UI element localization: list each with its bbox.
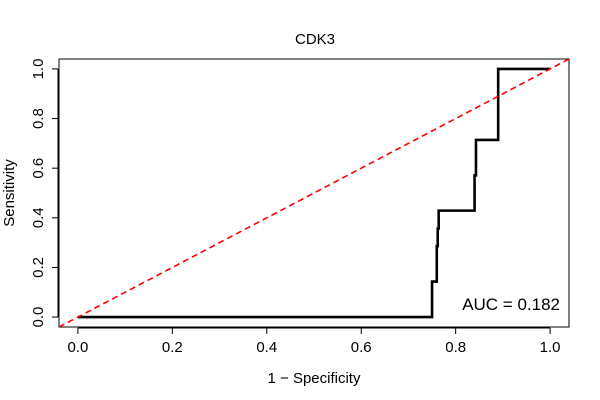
x-axis-title: 1 − Specificity [268, 370, 361, 387]
plot-frame [58, 58, 570, 328]
x-tick-label: 1.0 [540, 339, 561, 356]
y-tick-label: 0.6 [30, 158, 47, 179]
y-tick-label: 0.4 [30, 207, 47, 228]
x-axis: 0.0 0.2 0.4 0.6 0.8 1.0 [67, 327, 561, 356]
y-tick-label: 0.0 [30, 307, 47, 328]
y-tick-label: 1.0 [30, 58, 47, 79]
x-tick-label: 0.6 [351, 339, 372, 356]
auc-annotation: AUC = 0.182 [462, 295, 560, 314]
chance-line [59, 59, 569, 327]
y-tick-label: 0.2 [30, 257, 47, 278]
y-tick-label: 0.8 [30, 108, 47, 129]
x-tick-label: 0.8 [445, 339, 466, 356]
chart-title: CDK3 [295, 31, 335, 48]
y-axis-title: Sensitivity [1, 159, 18, 227]
y-axis: 0.0 0.2 0.4 0.6 0.8 1.0 [30, 58, 59, 328]
roc-curve [77, 67, 551, 319]
x-tick-label: 0.2 [162, 339, 183, 356]
x-tick-label: 0.4 [256, 339, 277, 356]
series-layer [59, 59, 569, 327]
x-tick-label: 0.0 [67, 339, 88, 356]
